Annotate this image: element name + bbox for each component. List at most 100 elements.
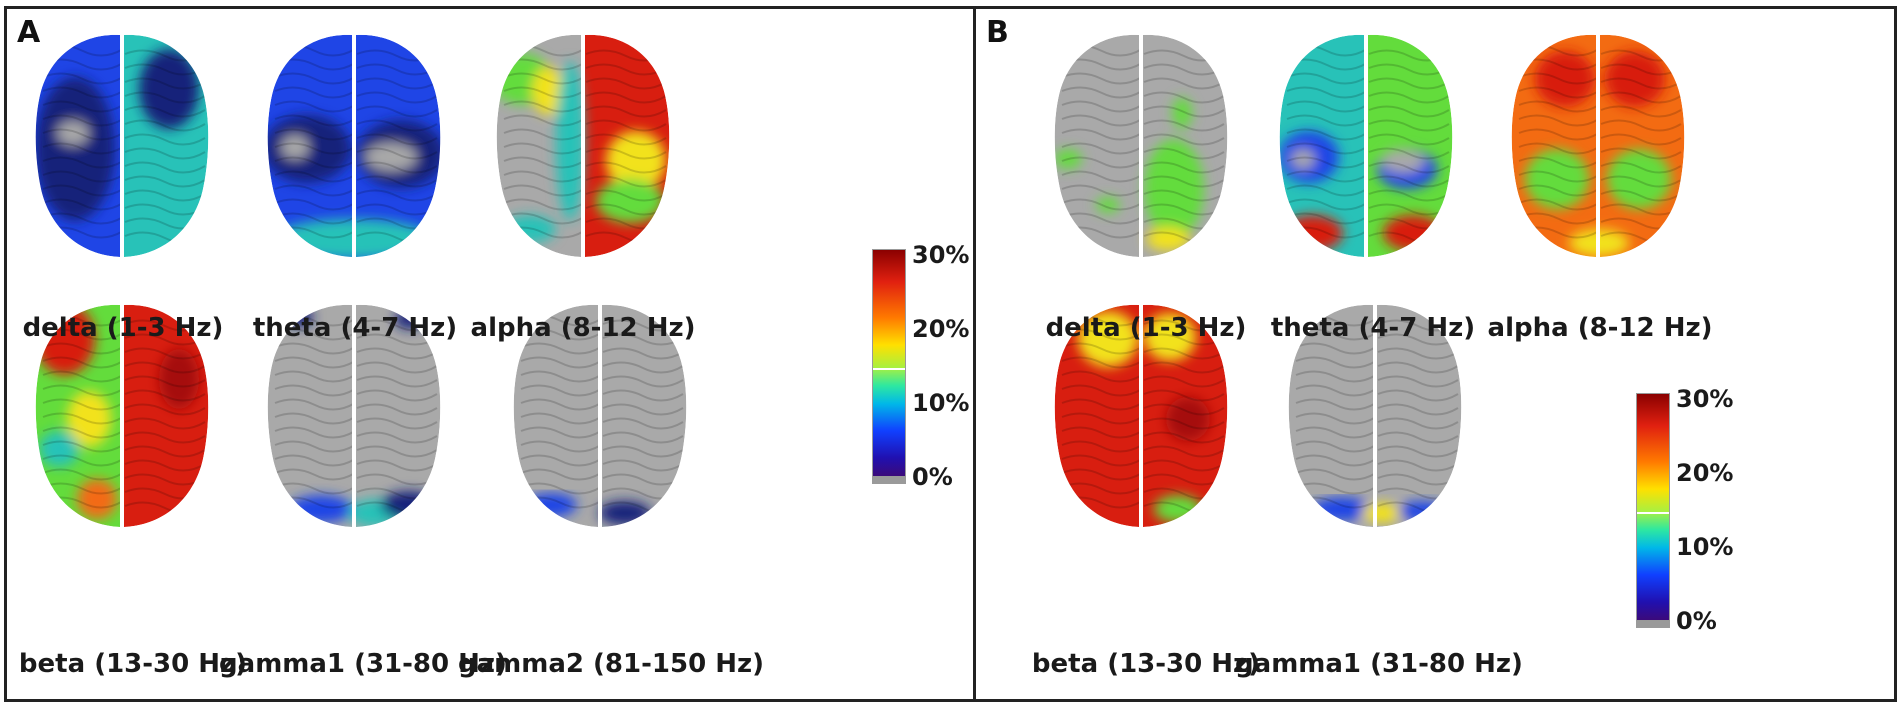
left-hemisphere xyxy=(1288,304,1373,527)
gyri-texture xyxy=(274,440,438,458)
activation-region xyxy=(289,495,353,523)
activation-region xyxy=(1605,51,1665,107)
gyri-texture xyxy=(1061,128,1225,146)
activation-region xyxy=(1144,139,1204,239)
gyri-texture xyxy=(42,100,206,118)
activation-region xyxy=(1525,149,1589,209)
activation-region xyxy=(596,179,664,223)
colorbar-tick-max: 30% xyxy=(1676,385,1734,413)
gyri-texture xyxy=(1061,342,1225,360)
gyri-texture xyxy=(1286,198,1450,216)
caption-theta-a: theta (4-7 Hz) xyxy=(252,313,458,343)
gyri-texture xyxy=(1295,440,1459,458)
caption-alpha-b: alpha (8-12 Hz) xyxy=(1487,313,1713,343)
gyri-texture xyxy=(1295,468,1459,486)
activation-region xyxy=(1607,149,1671,209)
gyri-texture xyxy=(503,142,667,160)
gyri-texture xyxy=(274,170,438,188)
gyri-texture xyxy=(1286,170,1450,188)
right-hemisphere xyxy=(1368,34,1453,257)
brain-map-theta-b xyxy=(1273,29,1459,263)
left-hemisphere xyxy=(513,304,598,527)
gyri-texture xyxy=(42,398,206,416)
gyri-texture xyxy=(520,398,684,416)
activation-region xyxy=(1054,149,1082,169)
gyri-texture xyxy=(1295,398,1459,416)
gyri-texture xyxy=(274,342,438,360)
gyri-texture xyxy=(1295,454,1459,472)
activation-region xyxy=(1078,311,1138,367)
gyri-texture xyxy=(274,114,438,132)
colorbar-gradient xyxy=(1636,393,1670,621)
gyri-texture xyxy=(274,384,438,402)
gyri-texture xyxy=(1286,114,1450,132)
gyri-texture xyxy=(274,72,438,90)
gyri-texture xyxy=(1295,426,1459,444)
gyri-texture xyxy=(42,440,206,458)
panel-letter-b: B xyxy=(986,15,1009,50)
caption-gamma1-a: gamma1 (31-80 Hz) xyxy=(219,649,507,679)
colorbar-tick-max: 30% xyxy=(912,241,970,269)
activation-region xyxy=(1166,397,1210,441)
gyri-texture xyxy=(274,86,438,104)
gyri-texture xyxy=(42,142,206,160)
activation-region xyxy=(1144,313,1196,361)
colorbar-gradient xyxy=(872,249,906,477)
gyri-texture xyxy=(520,384,684,402)
brain-map-theta-a xyxy=(261,29,447,263)
gyri-texture xyxy=(1061,468,1225,486)
gyri-texture xyxy=(1061,412,1225,430)
gyri-texture xyxy=(42,384,206,402)
caption-delta-b: delta (1-3 Hz) xyxy=(1045,313,1247,343)
gyri-texture xyxy=(520,440,684,458)
gyri-texture xyxy=(42,356,206,374)
gyri-texture xyxy=(42,156,206,174)
panel-a: A delta (1-3 Hz) theta (4-7 Hz) alpha (8… xyxy=(4,6,976,702)
gyri-texture xyxy=(274,198,438,216)
activation-region xyxy=(1291,149,1315,169)
activation-region xyxy=(1362,503,1402,523)
gyri-texture xyxy=(1061,426,1225,444)
gyri-texture xyxy=(42,184,206,202)
activation-region xyxy=(365,143,417,171)
gyri-texture xyxy=(42,468,206,486)
caption-theta-b: theta (4-7 Hz) xyxy=(1270,313,1476,343)
gyri-texture xyxy=(1518,156,1682,174)
gyri-texture xyxy=(520,356,684,374)
colorbar-tick-20: 20% xyxy=(1676,459,1734,487)
gyri-texture xyxy=(1295,356,1459,374)
gyri-texture xyxy=(520,468,684,486)
activation-region xyxy=(35,77,115,221)
gyri-texture xyxy=(274,356,438,374)
brain-map-delta-a xyxy=(29,29,215,263)
gyri-texture xyxy=(274,454,438,472)
gyri-texture xyxy=(274,100,438,118)
colorbar-tick-10: 10% xyxy=(1676,533,1734,561)
gyri-texture xyxy=(503,156,667,174)
gyri-texture xyxy=(1286,128,1450,146)
gyri-texture xyxy=(520,370,684,388)
gyri-texture xyxy=(42,412,206,430)
right-hemisphere xyxy=(602,304,687,527)
gyri-texture xyxy=(1061,384,1225,402)
caption-alpha-a: alpha (8-12 Hz) xyxy=(470,313,696,343)
activation-region xyxy=(1096,197,1120,213)
gyri-texture xyxy=(1061,86,1225,104)
activation-region xyxy=(1535,51,1595,107)
colorbar-tick-20: 20% xyxy=(912,315,970,343)
gyri-texture xyxy=(274,128,438,146)
activation-region xyxy=(139,49,199,129)
activation-region xyxy=(1154,495,1202,523)
gyri-texture xyxy=(42,426,206,444)
gyri-texture xyxy=(1518,100,1682,118)
gyri-texture xyxy=(1518,128,1682,146)
gyri-texture xyxy=(503,114,667,132)
caption-delta-a: delta (1-3 Hz) xyxy=(22,313,224,343)
brain-map-beta-b xyxy=(1048,299,1234,533)
panel-letter-a: A xyxy=(17,15,41,50)
gyri-texture xyxy=(520,412,684,430)
gyri-texture xyxy=(520,426,684,444)
gyri-texture xyxy=(1295,412,1459,430)
gyri-texture xyxy=(503,198,667,216)
brain-map-delta-b xyxy=(1048,29,1234,263)
